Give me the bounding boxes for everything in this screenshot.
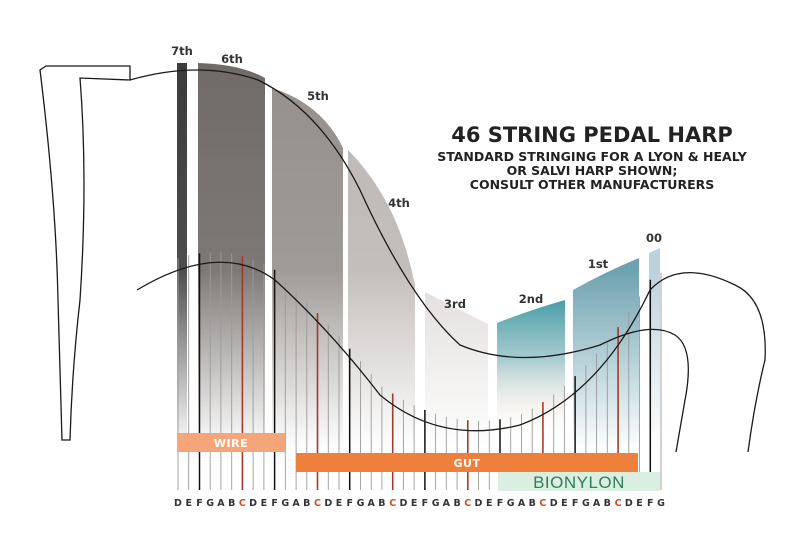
note-label-f: F [422,498,429,509]
note-label-g: G [507,498,515,509]
note-label-g: G [432,498,440,509]
material-bands: WIRE GUT BIONYLON [177,433,660,492]
note-label-e: E [411,498,418,509]
title-main: 46 STRING PEDAL HARP [451,123,733,147]
note-label-c: C [239,498,246,509]
harp-outline [39,65,766,453]
note-label-c: C [539,498,546,509]
title-sub-line-1: STANDARD STRINGING FOR A LYON & HEALY [437,149,748,164]
octave-block-00 [649,248,660,450]
note-label-c: C [615,498,622,509]
note-label-a: A [217,498,225,509]
note-label-a: A [518,498,526,509]
note-label-b: B [228,498,235,509]
title-block: 46 STRING PEDAL HARP STANDARD STRINGING … [437,123,748,192]
note-label-g: G [582,498,590,509]
gut-band-label: GUT [454,457,481,470]
wire-band-label: WIRE [214,437,248,450]
note-label-g: G [357,498,365,509]
note-label-f: F [647,498,654,509]
note-label-e: E [636,498,643,509]
octave-label-4th: 4th [388,196,410,210]
note-label-f: F [271,498,278,509]
octave-label-7th: 7th [171,44,193,58]
note-label-d: D [249,498,257,509]
note-label-f: F [497,498,504,509]
octave-labels: 7th 6th 5th 4th 3rd 2nd 1st 00 [171,44,662,311]
note-label-a: A [443,498,451,509]
note-label-c: C [314,498,321,509]
note-label-d: D [625,498,633,509]
octave-block-5th [272,88,343,450]
harp-pillar-outline [39,65,131,441]
bionylon-band [498,472,660,491]
octave-label-6th: 6th [221,52,243,66]
note-label-e: E [561,498,568,509]
octave-label-1st: 1st [588,257,609,271]
note-label-c: C [464,498,471,509]
octave-label-5th: 5th [307,89,329,103]
title-sub-line-2: OR SALVI HARP SHOWN; [507,163,678,178]
note-label-f: F [196,498,203,509]
note-label-a: A [593,498,601,509]
note-label-b: B [453,498,460,509]
note-label-e: E [336,498,343,509]
note-label-f: F [346,498,353,509]
octave-block-2nd [497,300,565,450]
note-label-e: E [486,498,493,509]
octave-block-1st [573,258,639,450]
note-label-d: D [475,498,483,509]
note-label-b: B [604,498,611,509]
note-label-d: D [399,498,407,509]
note-label-a: A [368,498,376,509]
note-label-e: E [261,498,268,509]
note-label-g: G [206,498,214,509]
harp-neck-upper-curve [129,69,689,453]
note-label-d: D [174,498,182,509]
octave-block-3rd [425,292,488,450]
octave-label-2nd: 2nd [519,292,543,306]
note-label-b: B [378,498,385,509]
note-label-f: F [572,498,579,509]
note-label-d: D [324,498,332,509]
note-label-b: B [529,498,536,509]
note-label-b: B [303,498,310,509]
note-label-a: A [292,498,300,509]
title-sub-line-3: CONSULT OTHER MANUFACTURERS [470,177,714,192]
octave-label-00: 00 [646,231,662,245]
harp-neck-lower-curve [136,261,766,453]
gut-band [296,453,638,472]
note-label-d: D [550,498,558,509]
note-label-e: E [185,498,192,509]
octave-label-3rd: 3rd [444,297,466,311]
note-label-g: G [281,498,289,509]
note-label-g: G [657,498,665,509]
bionylon-band-label: BIONYLON [533,473,625,492]
note-label-c: C [389,498,396,509]
octave-block-7th [177,63,187,450]
wire-band [177,433,285,452]
